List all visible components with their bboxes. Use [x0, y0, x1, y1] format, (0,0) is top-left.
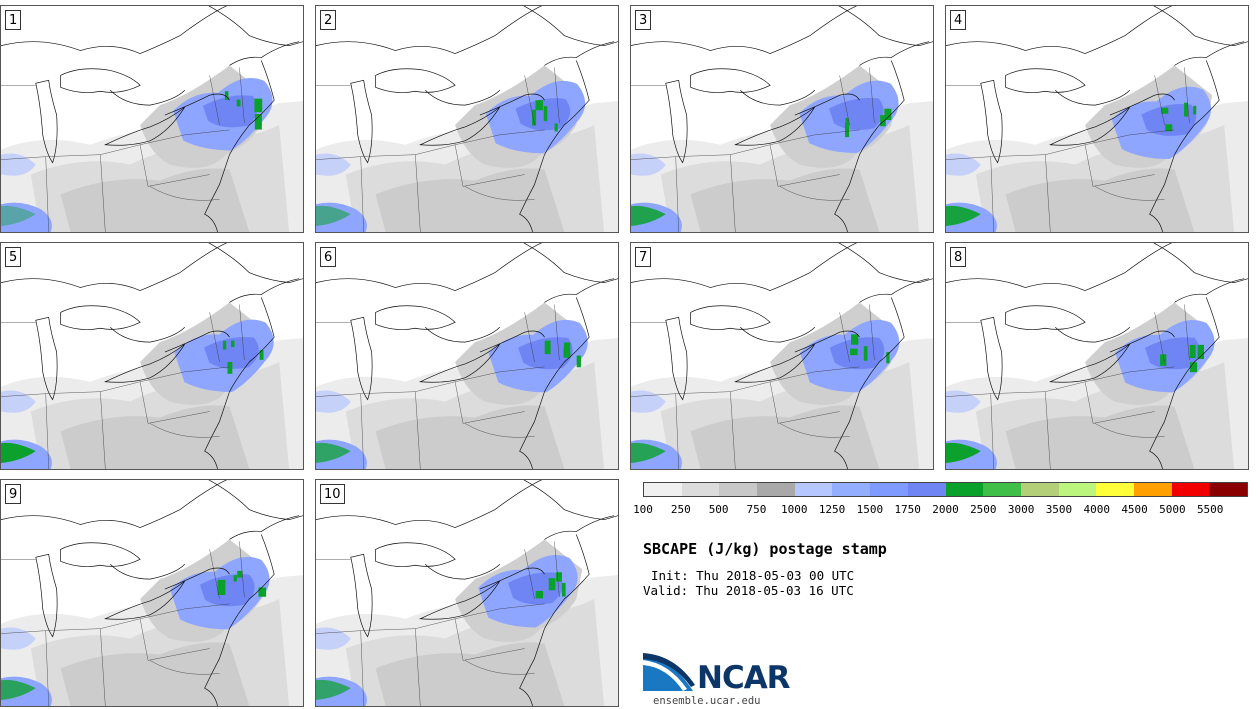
colorbar-swatch — [1133, 483, 1172, 496]
colorbar-ticks: 100 250 500 750 1000 1250 1500 1750 2000 2500 3000… — [633, 503, 1248, 517]
cape-map — [1, 243, 303, 469]
colorbar-tick-label: 1500 — [856, 503, 884, 516]
init-time: Init: Thu 2018-05-03 00 UTC — [651, 568, 855, 583]
map-panel: 1 — [0, 5, 304, 233]
colorbar-swatch — [983, 483, 1021, 496]
cape-map — [316, 243, 618, 469]
map-panel: 2 — [315, 5, 619, 233]
colorbar-tick-label: 3500 — [1045, 503, 1073, 516]
panel-number: 6 — [320, 247, 337, 267]
panel-number: 7 — [635, 247, 652, 267]
map-panel: 4 — [945, 5, 1249, 233]
colorbar-tick-label: 5500 — [1196, 503, 1224, 516]
colorbar-tick-label: 750 — [746, 503, 767, 516]
colorbar-swatch — [1209, 483, 1247, 496]
colorbar-swatch — [644, 483, 682, 496]
panel-number: 9 — [5, 484, 22, 504]
plot-title: SBCAPE (J/kg) postage stamp — [643, 540, 887, 558]
colorbar-tick-label: 4000 — [1083, 503, 1111, 516]
colorbar-swatch — [757, 483, 795, 496]
panel-number: 3 — [635, 10, 652, 30]
colorbar-swatch — [1096, 483, 1134, 496]
cape-map — [316, 6, 618, 232]
colorbar-tick-label: 2500 — [970, 503, 997, 516]
colorbar-swatch — [794, 483, 833, 496]
cape-map — [631, 6, 933, 232]
map-panel: 8 — [945, 242, 1249, 470]
panel-number: 2 — [320, 10, 337, 30]
colorbar-swatch — [945, 483, 984, 496]
colorbar-swatch — [719, 483, 758, 496]
cape-map — [946, 243, 1248, 469]
colorbar-tick-label: 4500 — [1121, 503, 1148, 516]
colorbar-tick-label: 3000 — [1007, 503, 1035, 516]
colorbar-swatch — [870, 483, 908, 496]
panel-number: 8 — [950, 247, 967, 267]
colorbar-tick-label: 5000 — [1159, 503, 1186, 516]
colorbar-swatch — [1171, 483, 1210, 496]
valid-time: Valid: Thu 2018-05-03 16 UTC — [643, 583, 854, 598]
cape-map — [1, 480, 303, 706]
colorbar-tick-label: 2000 — [932, 503, 959, 516]
colorbar-tick-label: 500 — [708, 503, 729, 516]
colorbar-swatch — [681, 483, 720, 496]
site-url: ensemble.ucar.edu — [653, 695, 761, 707]
cape-map — [946, 6, 1248, 232]
panel-number: 5 — [5, 247, 22, 267]
cape-map — [1, 6, 303, 232]
colorbar-tick-label: 250 — [670, 503, 691, 516]
map-panel: 6 — [315, 242, 619, 470]
panel-number: 1 — [5, 10, 22, 30]
cape-map — [631, 243, 933, 469]
map-panel: 5 — [0, 242, 304, 470]
panel-number: 4 — [950, 10, 967, 30]
colorbar-swatch — [1020, 483, 1059, 496]
colorbar-tick-label: 1250 — [818, 503, 846, 516]
colorbar-tick-label: 1000 — [781, 503, 808, 516]
map-panel: 3 — [630, 5, 934, 233]
ncar-logo-icon — [643, 653, 695, 691]
panel-number: 10 — [320, 484, 345, 504]
colorbar-tick-label: 100 — [633, 503, 653, 516]
colorbar-swatch — [907, 483, 946, 496]
colorbar — [643, 482, 1248, 497]
colorbar-tick-label: 1750 — [894, 503, 921, 516]
map-panel: 7 — [630, 242, 934, 470]
colorbar-swatch — [1058, 483, 1097, 496]
map-panel: 10 — [315, 479, 619, 707]
map-panel: 9 — [0, 479, 304, 707]
colorbar-swatch — [832, 483, 871, 496]
ncar-logo-text: NCAR — [697, 660, 791, 696]
cape-map — [316, 480, 618, 706]
